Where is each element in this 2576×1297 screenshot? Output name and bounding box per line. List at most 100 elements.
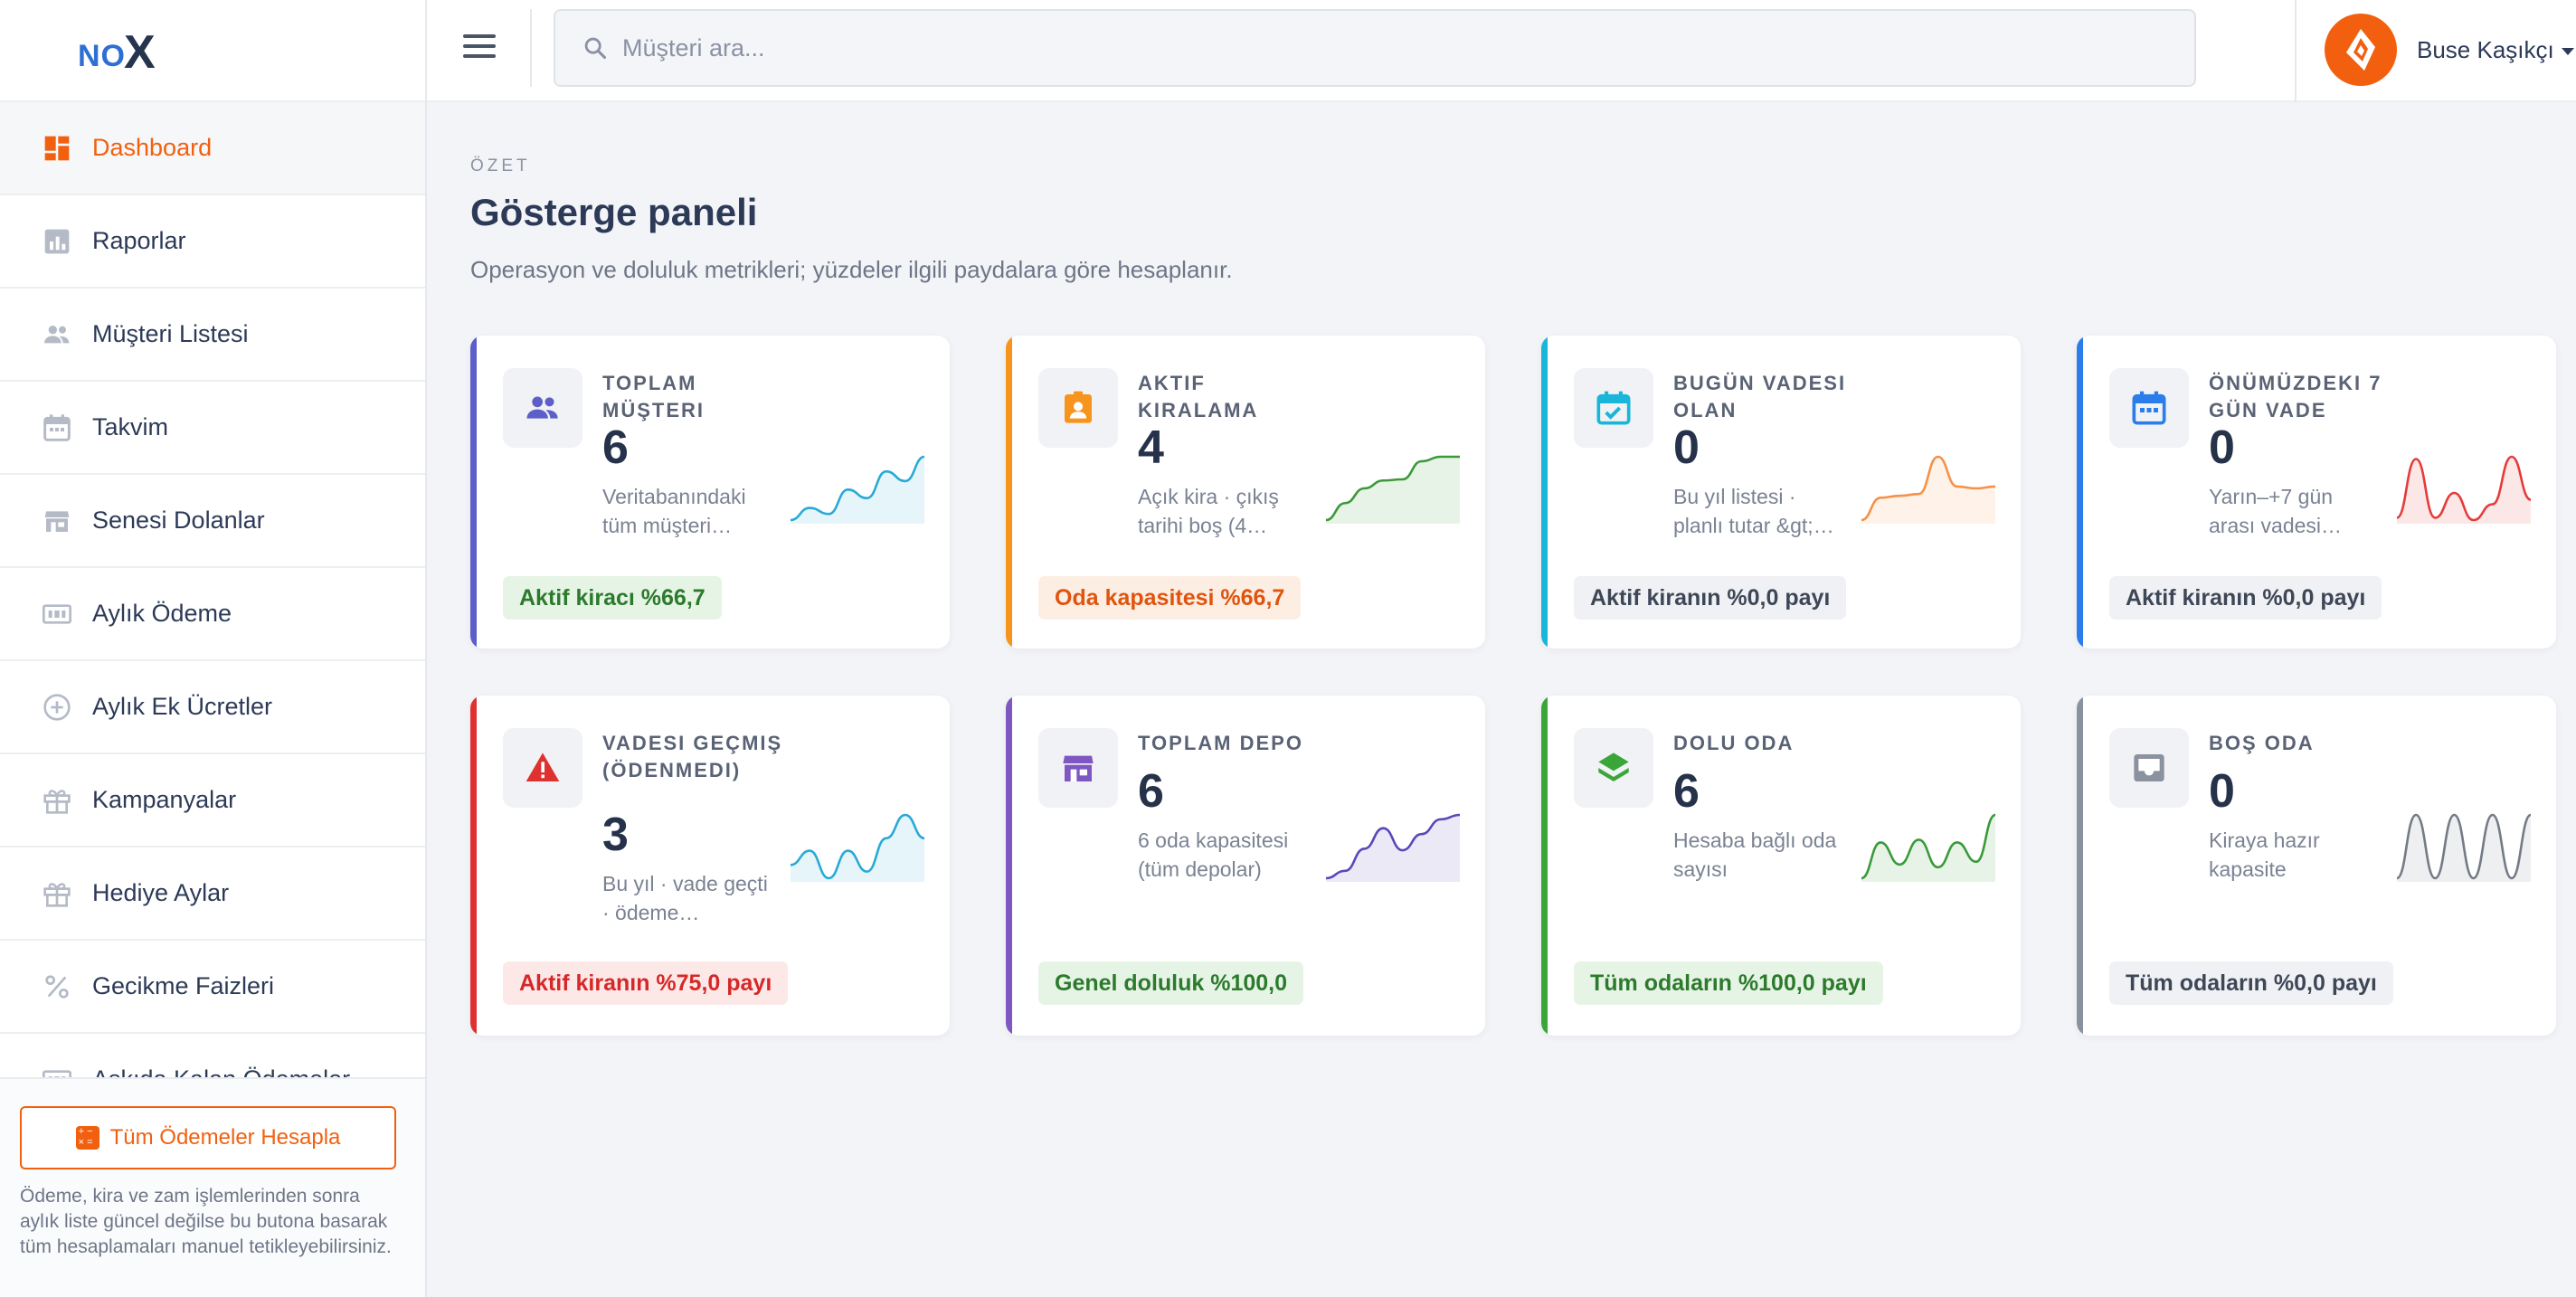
user-menu[interactable]: Buse Kaşıkçı <box>2325 14 2574 86</box>
topbar: Buse Kaşıkçı <box>427 0 2576 102</box>
sidebar-item-ayl-k-deme[interactable]: Aylık Ödeme <box>0 568 425 661</box>
sidebar-item-label: Hediye Aylar <box>92 879 230 906</box>
brand-logo[interactable]: NOX <box>78 24 156 79</box>
card-value: 6 <box>602 421 629 474</box>
store-icon <box>1038 728 1118 808</box>
sidebar: NOX Dashboard Raporlar Müşteri Listesi Takv… <box>0 0 427 1297</box>
sparkline-chart <box>2397 455 2531 524</box>
divider <box>2295 0 2297 102</box>
calendar-check-icon <box>1574 368 1653 448</box>
calculate-button-label: Tüm Ödemeler Hesapla <box>109 1125 341 1150</box>
chevron-down-icon <box>2561 48 2574 55</box>
sidebar-item-label: Kampanyalar <box>92 786 237 813</box>
sparkline-area <box>2397 457 2531 524</box>
sidebar-item-ayl-k-ek-cretler[interactable]: Aylık Ek Ücretler <box>0 661 425 754</box>
percent-icon <box>42 971 72 1002</box>
card-value: 0 <box>1673 421 1700 474</box>
sparkline-line <box>2397 455 2531 522</box>
sparkline-line <box>1861 455 1995 522</box>
metric-card[interactable]: DOLU ODA 6 Hesaba bağlı oda sayısı Tüm o… <box>1541 696 2021 1036</box>
metric-card[interactable]: VADESI GEÇMIŞ (ÖDENMEDI) 3 Bu yıl · vade… <box>470 696 950 1036</box>
metric-card[interactable]: AKTIF KIRALAMA 4 Açık kira · çıkış tarih… <box>1006 336 1485 648</box>
card-label: ÖNÜMÜZDEKI 7 GÜN VADE <box>2209 372 2382 421</box>
card-label: BUGÜN VADESI OLAN <box>1673 372 1847 421</box>
card-label: TOPLAM MÜŞTERI <box>602 372 705 421</box>
card-label: VADESI GEÇMIŞ (ÖDENMEDI) <box>602 732 783 781</box>
sparkline-area <box>1326 457 1460 524</box>
money-icon <box>42 1065 72 1077</box>
dashboard-icon <box>42 133 72 164</box>
sidebar-footer: Tüm Ödemeler Hesapla Ödeme, kira ve zam … <box>0 1077 425 1297</box>
sparkline-chart <box>1326 813 1460 882</box>
card-accent-bar <box>2077 336 2083 648</box>
sidebar-item-label: Müşteri Listesi <box>92 320 249 347</box>
sparkline-line <box>1326 813 1460 880</box>
sidebar-item-ask-da-kalan-demeler[interactable]: Askıda Kalan Ödemeler <box>0 1034 425 1077</box>
metric-card[interactable]: ÖNÜMÜZDEKI 7 GÜN VADE 0 Yarın–+7 gün ara… <box>2077 336 2556 648</box>
sidebar-item-m-teri-listesi[interactable]: Müşteri Listesi <box>0 289 425 382</box>
card-label: BOŞ ODA <box>2209 732 2315 754</box>
sparkline-chart <box>1326 455 1460 524</box>
page-eyebrow: ÖZET <box>470 156 531 175</box>
sidebar-item-takvim[interactable]: Takvim <box>0 382 425 475</box>
card-value: 6 <box>1138 765 1164 818</box>
card-value: 6 <box>1673 765 1700 818</box>
plus-circle-icon <box>42 692 72 723</box>
sidebar-item-label: Aylık Ödeme <box>92 600 232 627</box>
inbox-icon <box>2109 728 2189 808</box>
calculate-all-payments-button[interactable]: Tüm Ödemeler Hesapla <box>20 1106 396 1169</box>
sparkline-area <box>1861 815 1995 882</box>
sparkline-chart <box>2397 813 2531 882</box>
card-description: Yarın–+7 gün arası vadesi… <box>2209 485 2343 537</box>
sidebar-item-label: Takvim <box>92 413 169 440</box>
sparkline-chart <box>1861 813 1995 882</box>
sidebar-item-label: Raporlar <box>92 227 186 254</box>
sidebar-item-raporlar[interactable]: Raporlar <box>0 195 425 289</box>
logo-area: NOX <box>0 0 425 102</box>
sparkline-area <box>791 815 924 882</box>
card-description: Veritabanındaki tüm müşteri… <box>602 485 746 537</box>
sidebar-item-label: Askıda Kalan Ödemeler <box>92 1065 350 1077</box>
page-subtitle: Operasyon ve doluluk metrikleri; yüzdele… <box>470 256 1233 283</box>
logo-x: X <box>124 25 156 79</box>
sidebar-item-hediye-aylar[interactable]: Hediye Aylar <box>0 847 425 941</box>
card-accent-bar <box>1006 336 1012 648</box>
users-icon <box>503 368 582 448</box>
flame-logo-icon <box>2346 29 2375 71</box>
search-box[interactable] <box>554 9 2196 87</box>
card-accent-bar <box>2077 696 2083 1036</box>
layers-icon <box>1574 728 1653 808</box>
metric-card[interactable]: TOPLAM DEPO 6 6 oda kapasitesi (tüm depo… <box>1006 696 1485 1036</box>
calculator-icon <box>75 1126 99 1150</box>
metric-card[interactable]: BUGÜN VADESI OLAN 0 Bu yıl listesi · pla… <box>1541 336 2021 648</box>
logo-text: NO <box>78 38 126 73</box>
sidebar-item-senesi-dolanlar[interactable]: Senesi Dolanlar <box>0 475 425 568</box>
sparkline-area <box>1861 457 1995 524</box>
sidebar-item-kampanyalar[interactable]: Kampanyalar <box>0 754 425 847</box>
card-accent-bar <box>1541 696 1548 1036</box>
sparkline-area <box>1326 815 1460 882</box>
card-description: Bu yıl listesi · planlı tutar &gt;… <box>1673 485 1834 537</box>
card-value: 0 <box>2209 765 2235 818</box>
sparkline-chart <box>791 813 924 882</box>
money-icon <box>42 599 72 630</box>
user-name: Buse Kaşıkçı <box>2417 35 2554 63</box>
bar-chart-icon <box>42 226 72 257</box>
page-title: Gösterge paneli <box>470 191 758 233</box>
card-accent-bar <box>470 696 477 1036</box>
sidebar-item-dashboard[interactable]: Dashboard <box>0 102 425 195</box>
metric-card[interactable]: BOŞ ODA 0 Kiraya hazır kapasite Tüm odal… <box>2077 696 2556 1036</box>
card-label: AKTIF KIRALAMA <box>1138 372 1259 421</box>
gift-icon <box>42 878 72 909</box>
sidebar-item-label: Aylık Ek Ücretler <box>92 693 273 720</box>
card-description: Kiraya hazır kapasite <box>2209 828 2320 881</box>
divider <box>530 9 532 87</box>
metric-card[interactable]: TOPLAM MÜŞTERI 6 Veritabanındaki tüm müş… <box>470 336 950 648</box>
sidebar-item-label: Senesi Dolanlar <box>92 506 265 534</box>
sidebar-item-gecikme-faizleri[interactable]: Gecikme Faizleri <box>0 941 425 1034</box>
sidebar-item-label: Gecikme Faizleri <box>92 972 275 999</box>
status-badge: Aktif kiracı %66,7 <box>503 576 722 620</box>
card-accent-bar <box>1541 336 1548 648</box>
menu-toggle-icon[interactable] <box>463 34 496 62</box>
search-input[interactable] <box>620 33 2162 63</box>
